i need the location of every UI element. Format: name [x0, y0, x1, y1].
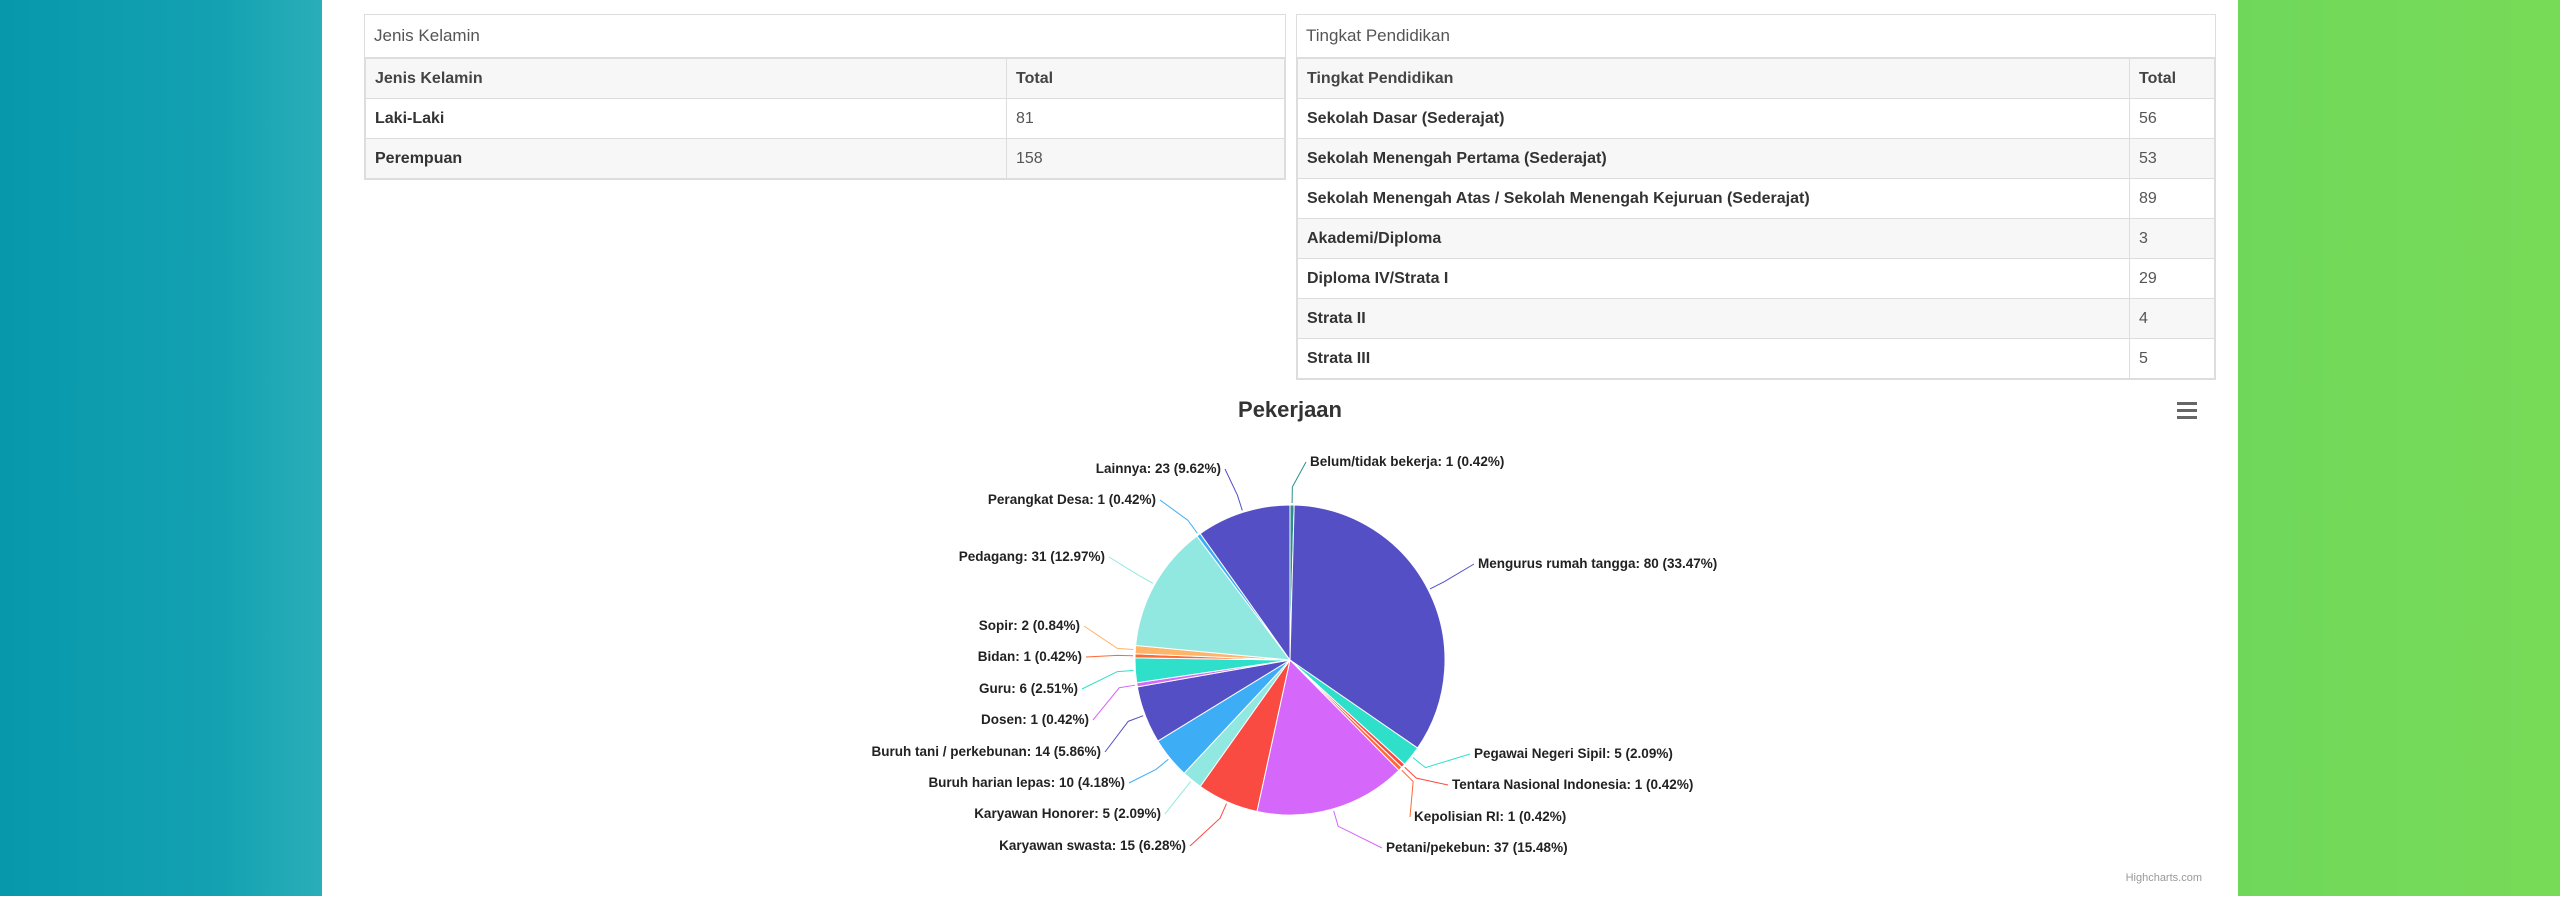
table-row: Sekolah Menengah Pertama (Sederajat) 53	[1297, 138, 2215, 179]
pie-data-label: Karyawan swasta: 15 (6.28%)	[999, 838, 1186, 853]
row-value: 4	[2129, 298, 2215, 339]
pie-data-label: Karyawan Honorer: 5 (2.09%)	[974, 806, 1161, 821]
label-connector	[1404, 766, 1449, 786]
label-connector	[1108, 556, 1154, 584]
label-connector	[1189, 803, 1227, 847]
row-label: Laki-Laki	[365, 98, 1007, 139]
table-row: Strata II 4	[1297, 298, 2215, 339]
row-label: Sekolah Menengah Atas / Sekolah Menengah…	[1297, 178, 2130, 219]
label-connector	[1401, 769, 1414, 818]
pie-data-label: Mengurus rumah tangga: 80 (33.47%)	[1478, 556, 1717, 571]
row-label: Diploma IV/Strata I	[1297, 258, 2130, 299]
pie-data-label: Tentara Nasional Indonesia: 1 (0.42%)	[1452, 777, 1693, 792]
label-connector	[1128, 758, 1169, 784]
label-connector	[1081, 670, 1134, 690]
label-connector	[1083, 625, 1134, 650]
column-header: Jenis Kelamin	[365, 58, 1007, 99]
right-gradient-background	[2238, 0, 2560, 896]
pie-data-label: Pedagang: 31 (12.97%)	[959, 549, 1105, 564]
pie-data-label: Petani/pekebun: 37 (15.48%)	[1386, 840, 1568, 855]
table-row: Laki-Laki 81	[365, 98, 1285, 139]
pie-data-label: Lainnya: 23 (9.62%)	[1096, 461, 1221, 476]
column-header: Tingkat Pendidikan	[1297, 58, 2130, 99]
pie-data-label: Buruh tani / perkebunan: 14 (5.86%)	[871, 744, 1101, 759]
table-row: Sekolah Dasar (Sederajat) 56	[1297, 98, 2215, 139]
pie-labels: Belum/tidak bekerja: 1 (0.42%) Mengurus r…	[871, 454, 1717, 855]
label-connector	[1164, 781, 1192, 815]
row-label: Akademi/Diploma	[1297, 218, 2130, 259]
pie-data-label: Dosen: 1 (0.42%)	[981, 712, 1089, 727]
pie-data-label: Guru: 6 (2.51%)	[979, 681, 1078, 696]
pie-data-label: Pegawai Negeri Sipil: 5 (2.09%)	[1474, 746, 1673, 761]
table-row: Strata III 5	[1297, 338, 2215, 379]
label-connector	[1092, 684, 1136, 721]
column-header: Total	[1006, 58, 1285, 99]
label-connector	[1104, 715, 1144, 753]
pie-data-label: Buruh harian lepas: 10 (4.18%)	[928, 775, 1125, 790]
row-label: Strata III	[1297, 338, 2130, 379]
gender-table: Jenis Kelamin Total Laki-Laki 81 Perempu…	[365, 58, 1285, 179]
row-value: 29	[2129, 258, 2215, 299]
label-connector	[1291, 461, 1307, 504]
label-connector	[1429, 563, 1475, 590]
pie-slice[interactable]	[1289, 504, 1446, 749]
table-header-row: Tingkat Pendidikan Total	[1297, 58, 2215, 99]
pie-slice[interactable]	[1256, 658, 1400, 816]
education-panel-title: Tingkat Pendidikan	[1297, 15, 2215, 58]
label-connector	[1085, 654, 1134, 658]
table-row: Perempuan 158	[365, 138, 1285, 179]
table-row: Akademi/Diploma 3	[1297, 218, 2215, 259]
label-connector	[1333, 810, 1383, 849]
pie-data-label: Perangkat Desa: 1 (0.42%)	[988, 492, 1156, 507]
column-header: Total	[2129, 58, 2215, 99]
label-connector	[1224, 468, 1243, 511]
row-label: Perempuan	[365, 138, 1007, 179]
pie-connectors	[1081, 461, 1475, 849]
pie-data-label: Kepolisian RI: 1 (0.42%)	[1414, 809, 1566, 824]
row-label: Sekolah Dasar (Sederajat)	[1297, 98, 2130, 139]
label-connector	[1159, 499, 1198, 534]
pie-slice[interactable]	[1135, 535, 1292, 661]
table-row: Sekolah Menengah Atas / Sekolah Menengah…	[1297, 178, 2215, 219]
pie-data-label: Sopir: 2 (0.84%)	[979, 618, 1080, 633]
left-gradient-background	[0, 0, 322, 896]
hamburger-menu-icon[interactable]	[2170, 398, 2200, 424]
pie-slices	[1134, 504, 1446, 816]
gender-panel-title: Jenis Kelamin	[365, 15, 1285, 58]
table-header-row: Jenis Kelamin Total	[365, 58, 1285, 99]
education-table: Tingkat Pendidikan Total Sekolah Dasar (…	[1297, 58, 2215, 379]
row-value: 158	[1006, 138, 1285, 179]
pie-slice[interactable]	[1199, 504, 1291, 662]
education-panel: Tingkat Pendidikan Tingkat Pendidikan To…	[1296, 14, 2216, 380]
table-row: Diploma IV/Strata I 29	[1297, 258, 2215, 299]
row-value: 81	[1006, 98, 1285, 139]
gender-panel: Jenis Kelamin Jenis Kelamin Total Laki-L…	[364, 14, 1286, 180]
chart-title: Pekerjaan	[1238, 397, 1342, 422]
label-connector	[1412, 753, 1471, 769]
highcharts-credit[interactable]: Highcharts.com	[2126, 872, 2202, 884]
row-value: 5	[2129, 338, 2215, 379]
pie-data-label: Bidan: 1 (0.42%)	[978, 649, 1082, 664]
pie-data-label: Belum/tidak bekerja: 1 (0.42%)	[1310, 454, 1504, 469]
row-value: 89	[2129, 178, 2215, 219]
